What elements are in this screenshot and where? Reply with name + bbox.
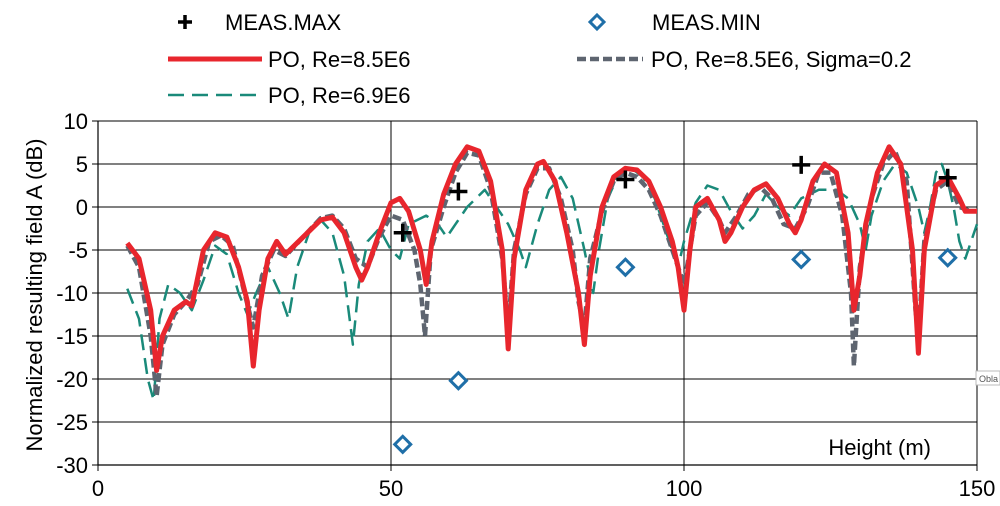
meas-max-point <box>616 170 635 189</box>
meas-min-point <box>791 249 812 270</box>
legend-label: PO, Re=8.5E6 <box>268 47 410 72</box>
x-axis-title: Height (m) <box>828 435 931 460</box>
y-tick-label: -15 <box>56 324 88 349</box>
legend-item: MEAS.MAX <box>178 10 341 35</box>
legend-label: PO, Re=8.5E6, Sigma=0.2 <box>651 47 912 72</box>
x-tick-labels: 0 50 100 150 <box>92 476 995 501</box>
y-tick-label: -30 <box>56 453 88 478</box>
y-tick-label: -10 <box>56 281 88 306</box>
legend-label: PO, Re=6.9E6 <box>268 83 410 108</box>
x-tick-label: 150 <box>959 476 996 501</box>
legend-label: MEAS.MAX <box>225 10 341 35</box>
y-tick-labels: 10 5 0 -5 -10 -15 -20 -25 -30 <box>56 109 88 478</box>
y-tick-label: -20 <box>56 367 88 392</box>
x-tick-label: 0 <box>92 476 104 501</box>
side-tag-text: Obla <box>979 374 998 384</box>
meas-min-point <box>937 247 958 268</box>
meas-max-point <box>449 182 468 201</box>
chart-series <box>125 144 979 455</box>
x-tick-label: 50 <box>379 476 403 501</box>
meas-min-point <box>615 257 636 278</box>
legend-label: MEAS.MIN <box>652 10 761 35</box>
y-tick-label: -5 <box>68 238 88 263</box>
legend-item: MEAS.MIN <box>587 10 761 35</box>
side-tag-box <box>975 370 1000 386</box>
meas-max-point <box>792 155 811 174</box>
legend-item: PO, Re=6.9E6 <box>168 83 410 108</box>
y-tick-label: 5 <box>76 152 88 177</box>
x-tick-label: 100 <box>666 476 703 501</box>
series-line <box>125 148 977 399</box>
legend-item: PO, Re=8.5E6, Sigma=0.2 <box>577 47 912 72</box>
y-tick-label: 0 <box>76 195 88 220</box>
legend-diamond-marker <box>587 12 607 32</box>
legend-item: PO, Re=8.5E6 <box>168 47 410 72</box>
chart-axes <box>92 120 978 471</box>
y-axis-title: Normalized resulting field A (dB) <box>22 138 47 451</box>
y-tick-label: 10 <box>64 109 88 134</box>
meas-min-point <box>448 370 469 391</box>
y-tick-label: -25 <box>56 410 88 435</box>
chart-legend: MEAS.MAX MEAS.MIN PO, Re=8.5E6 PO, Re=8.5E6… <box>168 10 912 108</box>
meas-max-point <box>938 168 957 187</box>
series-line <box>125 144 977 373</box>
meas-min-point <box>392 434 413 455</box>
meas-max-point <box>393 223 412 242</box>
